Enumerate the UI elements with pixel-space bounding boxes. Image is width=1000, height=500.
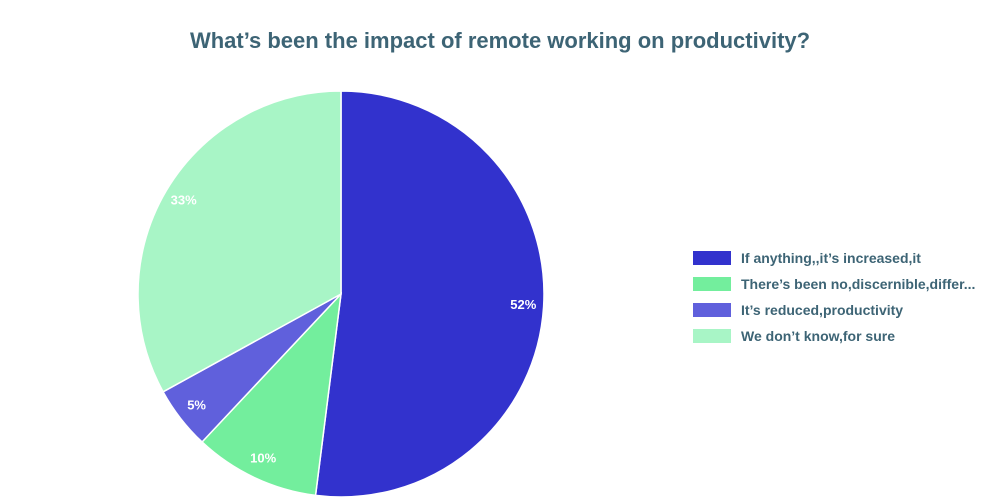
legend-label-1: There’s been no,discernible,differ... <box>741 276 976 292</box>
pie-slice-label-3: 33% <box>171 192 197 207</box>
legend-label-2: It’s reduced,productivity <box>741 302 904 318</box>
pie-slice-3[interactable] <box>137 90 342 393</box>
chart-legend: If anything,,it’s increased,it There’s be… <box>693 245 975 349</box>
legend-label-3: We don’t know,for sure <box>741 328 896 344</box>
legend-item-1[interactable]: There’s been no,discernible,differ... <box>693 271 975 297</box>
legend-item-0[interactable]: If anything,,it’s increased,it <box>693 245 975 271</box>
pie-slice-1[interactable] <box>200 291 343 497</box>
pie-slice-label-0: 52% <box>510 297 536 312</box>
legend-swatch-3 <box>693 329 731 343</box>
legend-label-0: If anything,,it’s increased,it <box>741 250 921 266</box>
pie-slice-label-2: 5% <box>187 397 206 412</box>
legend-swatch-0 <box>693 251 731 265</box>
legend-item-2[interactable]: It’s reduced,productivity <box>693 297 975 323</box>
legend-item-3[interactable]: We don’t know,for sure <box>693 323 975 349</box>
chart-title: What’s been the impact of remote working… <box>189 28 811 53</box>
legend-swatch-1 <box>693 277 731 291</box>
pie-slice-label-1: 10% <box>250 451 276 466</box>
legend-swatch-2 <box>693 303 731 317</box>
pie-slice-0[interactable] <box>314 90 545 498</box>
